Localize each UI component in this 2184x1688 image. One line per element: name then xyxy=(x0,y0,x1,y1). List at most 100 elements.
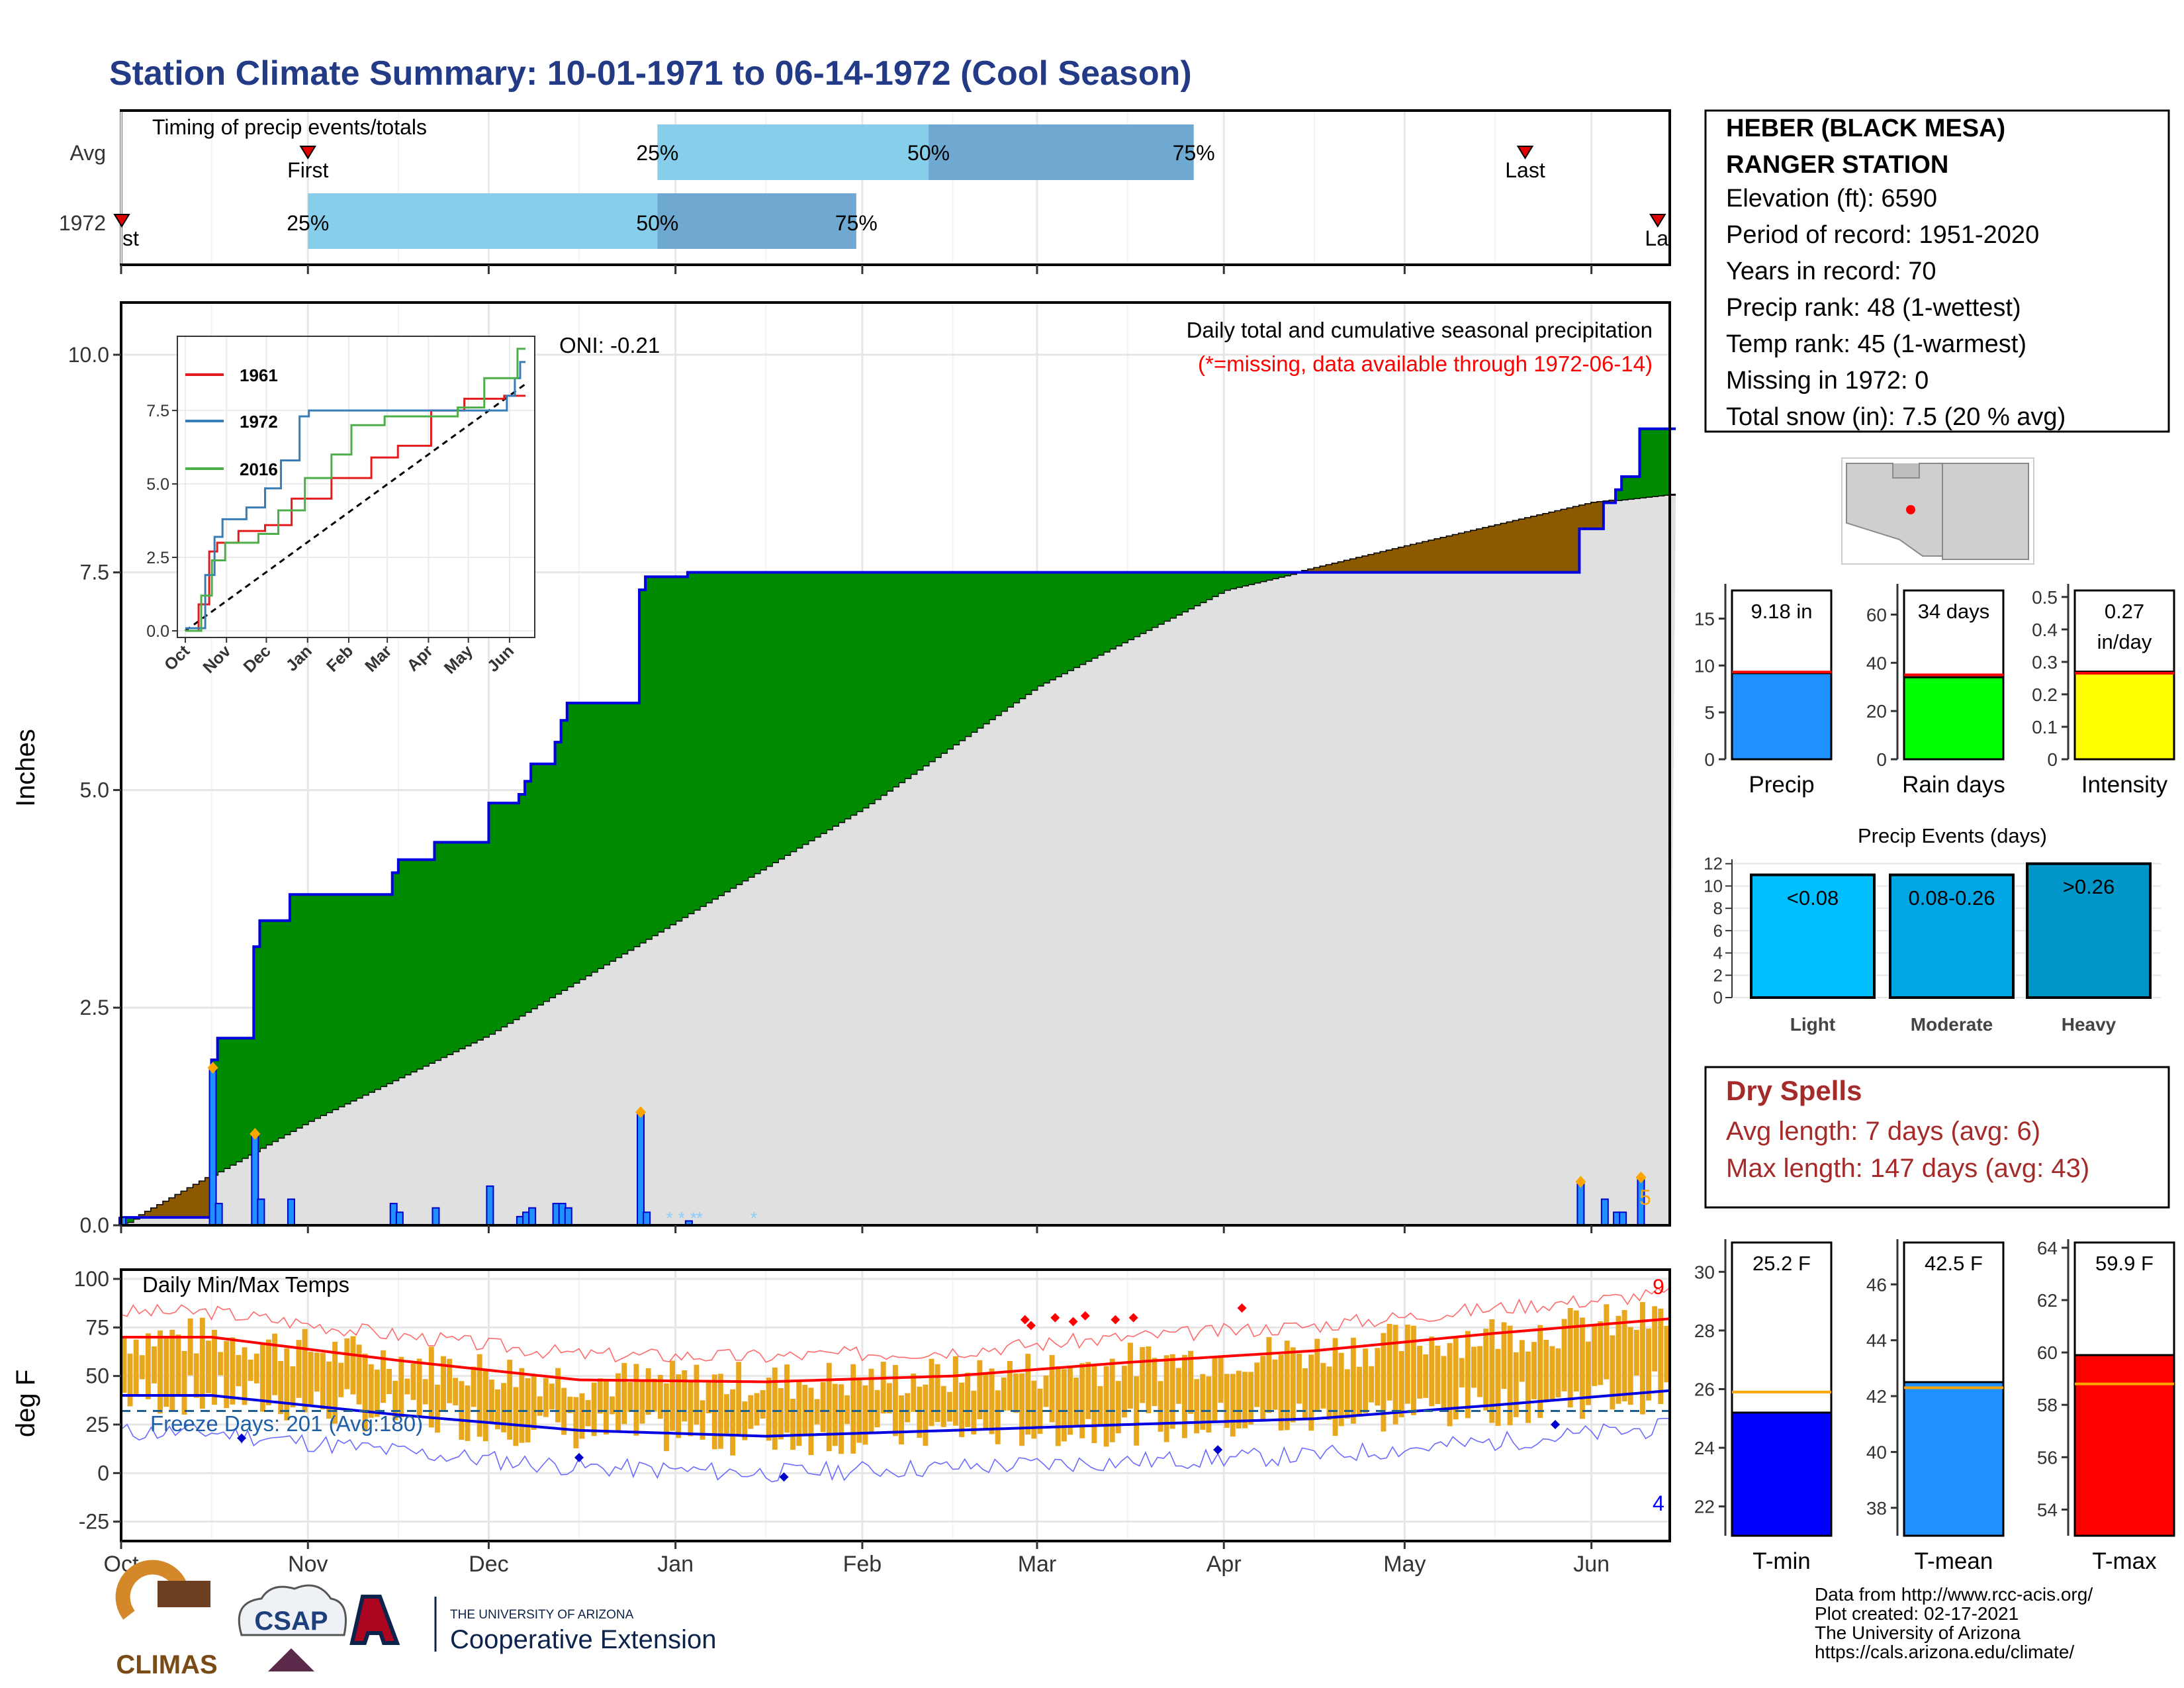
daily-temp-bar xyxy=(488,1380,494,1423)
daily-temp-bar xyxy=(802,1385,808,1435)
above-avg-area xyxy=(886,572,893,791)
daily-temp-bar xyxy=(1567,1308,1573,1408)
below-avg-area xyxy=(1422,541,1430,573)
above-avg-area xyxy=(591,702,598,972)
daily-temp-bar xyxy=(1447,1342,1453,1427)
below-avg-area xyxy=(187,1188,194,1218)
daily-temp-bar xyxy=(1037,1388,1043,1434)
precip-y-label: Inches xyxy=(11,729,40,807)
above-avg-area xyxy=(693,572,700,910)
above-avg-area xyxy=(1265,572,1273,580)
daily-temp-bar xyxy=(1206,1376,1212,1433)
mini-label: Rain days xyxy=(1902,772,2005,798)
above-avg-area xyxy=(1193,572,1201,606)
above-avg-area xyxy=(326,894,333,1113)
above-avg-area xyxy=(332,894,339,1109)
daily-temp-bar xyxy=(676,1374,682,1438)
daily-temp-bar xyxy=(236,1354,242,1387)
daily-temp-bar xyxy=(381,1350,386,1403)
above-avg-area xyxy=(368,894,375,1092)
daily-temp-bar xyxy=(1471,1346,1477,1388)
inset-xtick-label: May xyxy=(441,641,477,677)
below-avg-area xyxy=(181,1192,188,1218)
daily-temp-bar xyxy=(682,1370,688,1422)
daily-temp-bar xyxy=(1417,1346,1422,1399)
above-avg-area xyxy=(976,572,983,728)
station-info: HEBER (BLACK MESA) RANGER STATION Elevat… xyxy=(1704,109,2170,433)
daily-temp-bar xyxy=(663,1383,669,1452)
daily-precip-bar xyxy=(257,1198,265,1226)
daily-temp-bar xyxy=(603,1379,609,1434)
above-avg-area xyxy=(1224,572,1230,590)
below-avg-area xyxy=(1482,528,1490,573)
above-avg-area xyxy=(1079,572,1086,664)
above-avg-area xyxy=(964,572,972,736)
daily-temp-bar xyxy=(1025,1354,1031,1435)
daily-precip-bar xyxy=(643,1211,651,1226)
daily-temp-bar xyxy=(1344,1369,1350,1419)
avg-first-marker xyxy=(299,146,317,160)
below-avg-area xyxy=(1314,568,1321,573)
mini-bar-rain-days xyxy=(1903,676,2005,761)
events-range-light: <0.08 xyxy=(1787,886,1839,910)
daily-temp-bar xyxy=(410,1363,416,1400)
daily-temp-bar xyxy=(543,1378,549,1417)
daily-temp-bar xyxy=(416,1358,422,1418)
above-avg-area xyxy=(362,894,369,1095)
daily-precip-bar xyxy=(1619,1211,1627,1226)
above-avg-area xyxy=(910,572,917,774)
below-avg-area xyxy=(1519,519,1526,573)
daily-temp-bar xyxy=(199,1317,205,1409)
station-name-2: RANGER STATION xyxy=(1726,151,1948,179)
above-avg-area xyxy=(1139,572,1146,633)
daily-temp-bar xyxy=(567,1396,573,1413)
above-avg-area xyxy=(488,803,496,1034)
daily-temp-bar xyxy=(1007,1360,1013,1411)
daily-precip-bar xyxy=(637,1111,645,1226)
daily-temp-bar xyxy=(1513,1352,1519,1417)
station-line-period: Period of record: 1951-2020 xyxy=(1726,221,2039,249)
above-avg-area xyxy=(458,842,465,1049)
daily-temp-bar xyxy=(1278,1354,1284,1430)
daily-temp-bar xyxy=(1230,1374,1236,1437)
tbar-t-min xyxy=(1731,1411,1833,1537)
record-low-line xyxy=(120,1417,1670,1483)
above-avg-area xyxy=(1151,572,1158,627)
above-avg-area xyxy=(446,842,453,1055)
above-avg-area xyxy=(537,764,543,1005)
above-avg-area xyxy=(1639,428,1647,498)
tbar-tick-label: 40 xyxy=(1866,1442,1887,1462)
above-avg-area xyxy=(283,920,291,1135)
daily-temp-bar xyxy=(218,1352,224,1376)
above-avg-area xyxy=(717,572,725,896)
above-avg-area xyxy=(1615,489,1622,500)
daily-temp-bar xyxy=(820,1382,826,1432)
above-avg-area xyxy=(1242,572,1249,586)
avg-cumulative-area xyxy=(121,494,1676,1226)
inset-lines xyxy=(185,348,526,632)
snow-marker xyxy=(635,1106,647,1119)
timing-panel: Timing of precip events/totals Avg 1972 … xyxy=(59,109,1671,274)
observed-cumulative-line xyxy=(121,427,1676,1219)
daily-temp-bar xyxy=(597,1378,603,1414)
above-avg-area xyxy=(1621,477,1628,500)
summary-bars: 0 5 10 15 9.18 in Precip 0 20 40 60 34 days Rain da… xyxy=(1694,584,2175,798)
above-avg-area xyxy=(464,842,471,1046)
daily-temp-bar xyxy=(1621,1310,1627,1402)
above-avg-area xyxy=(416,859,423,1069)
below-avg-area xyxy=(1459,534,1466,573)
above-avg-area xyxy=(1259,572,1267,581)
daily-temp-bar xyxy=(1308,1354,1314,1431)
y1972-first-marker xyxy=(113,214,130,228)
month-axis: Oct Nov Dec Jan Feb Mar Apr May Jun xyxy=(104,1541,1610,1577)
daily-temp-bar xyxy=(784,1364,790,1433)
snow-marker xyxy=(207,1061,218,1074)
precip-frame xyxy=(120,301,1671,1227)
above-avg-area xyxy=(1633,477,1641,498)
daily-temp-bar xyxy=(350,1336,356,1395)
above-avg-area xyxy=(1169,572,1176,618)
below-avg-area xyxy=(1477,529,1484,573)
above-avg-area xyxy=(880,572,887,795)
daily-temp-bar xyxy=(1146,1346,1152,1413)
below-avg-area xyxy=(1555,511,1562,573)
